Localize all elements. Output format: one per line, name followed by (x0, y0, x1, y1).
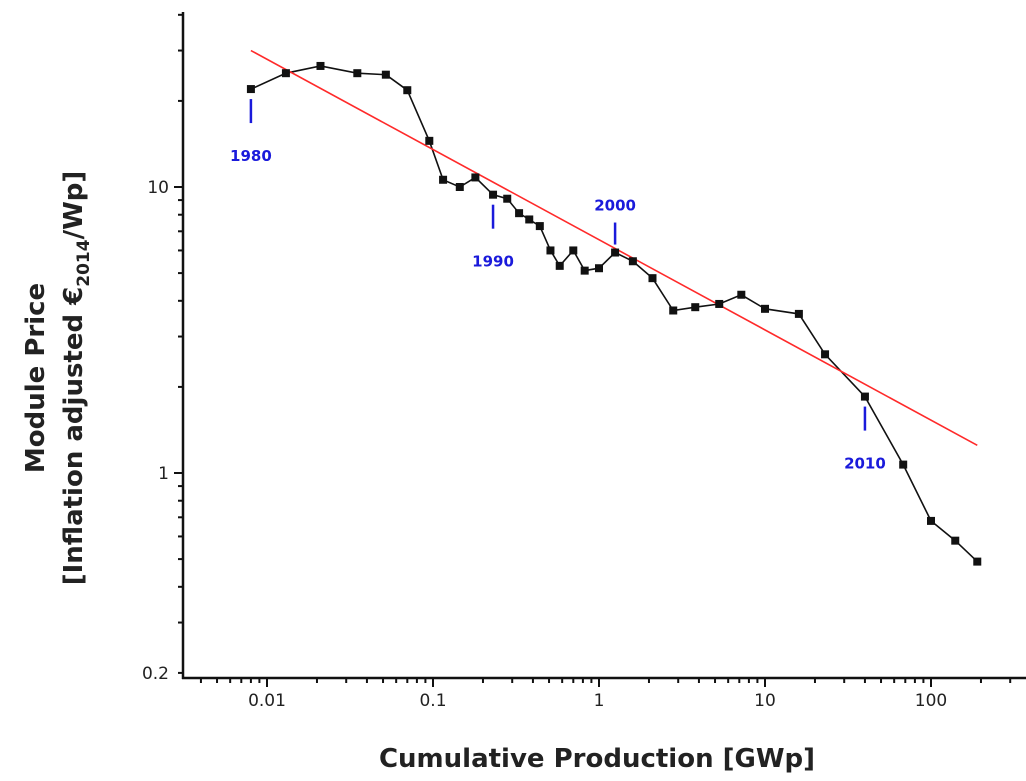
data-point (316, 61, 325, 70)
y-tick-label: 0.2 (142, 664, 169, 684)
data-point (381, 70, 390, 79)
year-annotation: 1980 (230, 99, 272, 165)
data-point (546, 246, 555, 255)
data-point (535, 222, 544, 231)
annotation-label: 1980 (230, 147, 272, 165)
y-axis-title-suffix: /Wp] (59, 171, 89, 240)
y-axis-title: Module Price [Inflation adjusted €2014/W… (21, 171, 94, 586)
data-point (580, 266, 589, 275)
data-point (761, 304, 769, 313)
year-annotation: 2010 (844, 406, 886, 473)
data-point (737, 290, 746, 299)
data-point (973, 557, 982, 566)
data-point (425, 136, 434, 145)
learning-rate-trend-line (250, 49, 978, 446)
data-point (927, 516, 935, 525)
data-point (595, 264, 603, 273)
y-tick-label: 1 (158, 464, 169, 484)
x-tick-label: 0.1 (419, 691, 446, 711)
data-point (555, 261, 564, 270)
data-point (455, 183, 464, 191)
y-axis-title-prefix: [Inflation adjusted € (59, 287, 89, 586)
data-point (669, 306, 678, 315)
data-point (860, 392, 869, 401)
data-point (648, 274, 657, 283)
data-point (569, 246, 578, 255)
data-point (439, 175, 448, 184)
data-point (471, 173, 480, 182)
x-tick-label: 10 (754, 691, 776, 711)
data-point (503, 194, 512, 203)
y-tick-labels: 0.2 1 10 (142, 178, 169, 684)
data-point (951, 536, 960, 545)
data-point (525, 215, 534, 224)
y-axis-title-line2: [Inflation adjusted €2014/Wp] (59, 171, 94, 586)
annotation-layer: 1980 1990 2000 2010 (230, 99, 886, 473)
data-point (899, 460, 908, 469)
data-point (611, 248, 620, 257)
annotation-label: 2010 (844, 455, 886, 473)
data-point (628, 257, 637, 266)
data-point (489, 190, 498, 199)
series-layer (246, 49, 982, 566)
x-tick-label: 1 (594, 691, 605, 711)
data-point (715, 299, 724, 308)
major-ticks (174, 186, 932, 687)
data-point (794, 309, 803, 318)
data-point (281, 69, 290, 78)
x-tick-label: 100 (915, 691, 947, 711)
x-tick-label: 0.01 (248, 691, 286, 711)
y-axis-title-subscript: 2014 (74, 239, 94, 286)
y-tick-label: 10 (147, 178, 169, 198)
data-point (246, 85, 255, 94)
annotation-label: 2000 (594, 197, 636, 215)
year-annotation: 2000 (594, 197, 636, 245)
data-point (515, 209, 524, 218)
price-data-line (250, 65, 978, 563)
x-axis-title: Cumulative Production [GWp] (379, 744, 815, 774)
annotation-label: 1990 (472, 253, 514, 271)
data-point (403, 86, 412, 95)
data-point (821, 350, 830, 359)
year-annotation: 1990 (472, 204, 514, 271)
x-tick-labels: 0.01 0.1 1 10 100 (248, 691, 947, 711)
data-point (691, 303, 700, 312)
data-point (353, 69, 362, 78)
y-axis-title-line1: Module Price (21, 283, 51, 473)
minor-ticks (178, 13, 1012, 683)
